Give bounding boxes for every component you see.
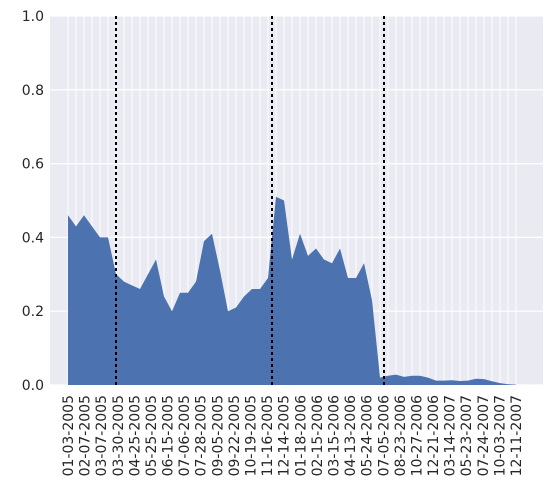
- x-tick-label: 10-27-2006: [409, 395, 425, 476]
- x-tick-label: 04-25-2005: [127, 395, 143, 476]
- x-tick-label: 12-14-2005: [277, 395, 293, 476]
- x-tick-label: 12-11-2007: [509, 395, 525, 476]
- x-tick-label: 03-14-2007: [443, 395, 459, 476]
- x-tick-label: 07-06-2005: [177, 395, 193, 476]
- x-tick-label: 04-13-2006: [343, 395, 359, 476]
- y-tick-label: 1.0: [22, 9, 44, 25]
- x-tick-label: 10-19-2005: [244, 395, 260, 476]
- area-series: [68, 196, 516, 385]
- x-tick-label: 07-28-2005: [194, 395, 210, 476]
- x-tick-label: 07-24-2007: [476, 395, 492, 476]
- vertical-lines: [115, 16, 385, 385]
- x-tick-label: 01-18-2006: [293, 395, 309, 476]
- x-tick-label: 09-22-2005: [227, 395, 243, 476]
- x-tick-label: 11-16-2005: [260, 395, 276, 476]
- x-tick-label: 12-21-2006: [426, 395, 442, 476]
- x-tick-label: 05-24-2006: [360, 395, 376, 476]
- x-tick-labels: 01-03-2005 02-07-2005 03-07-2005 03-30-2005…: [61, 395, 525, 476]
- y-tick-label: 0.2: [22, 304, 44, 320]
- x-tick-label: 03-15-2006: [326, 395, 342, 476]
- y-tick-label: 0.4: [22, 230, 44, 246]
- x-tick-label: 06-15-2005: [161, 395, 177, 476]
- x-tick-label: 09-05-2005: [210, 395, 226, 476]
- x-tick-label: 07-05-2006: [376, 395, 392, 476]
- x-tick-label: 10-03-2007: [492, 395, 508, 476]
- x-tick-label: 02-07-2005: [78, 395, 94, 476]
- y-tick-label: 0.0: [22, 378, 44, 394]
- x-tick-label: 03-30-2005: [111, 395, 127, 476]
- y-tick-label: 0.6: [22, 157, 44, 173]
- x-tick-label: 02-15-2006: [310, 395, 326, 476]
- x-tick-label: 03-07-2005: [94, 395, 110, 476]
- x-tick-label: 05-25-2005: [144, 395, 160, 476]
- y-tick-label: 0.8: [22, 83, 44, 99]
- x-tick-label: 08-23-2006: [393, 395, 409, 476]
- x-tick-label: 01-03-2005: [61, 395, 77, 476]
- y-tick-labels: 0.0 0.2 0.4 0.6 0.8 1.0: [22, 9, 44, 394]
- x-tick-label: 05-23-2007: [459, 395, 475, 476]
